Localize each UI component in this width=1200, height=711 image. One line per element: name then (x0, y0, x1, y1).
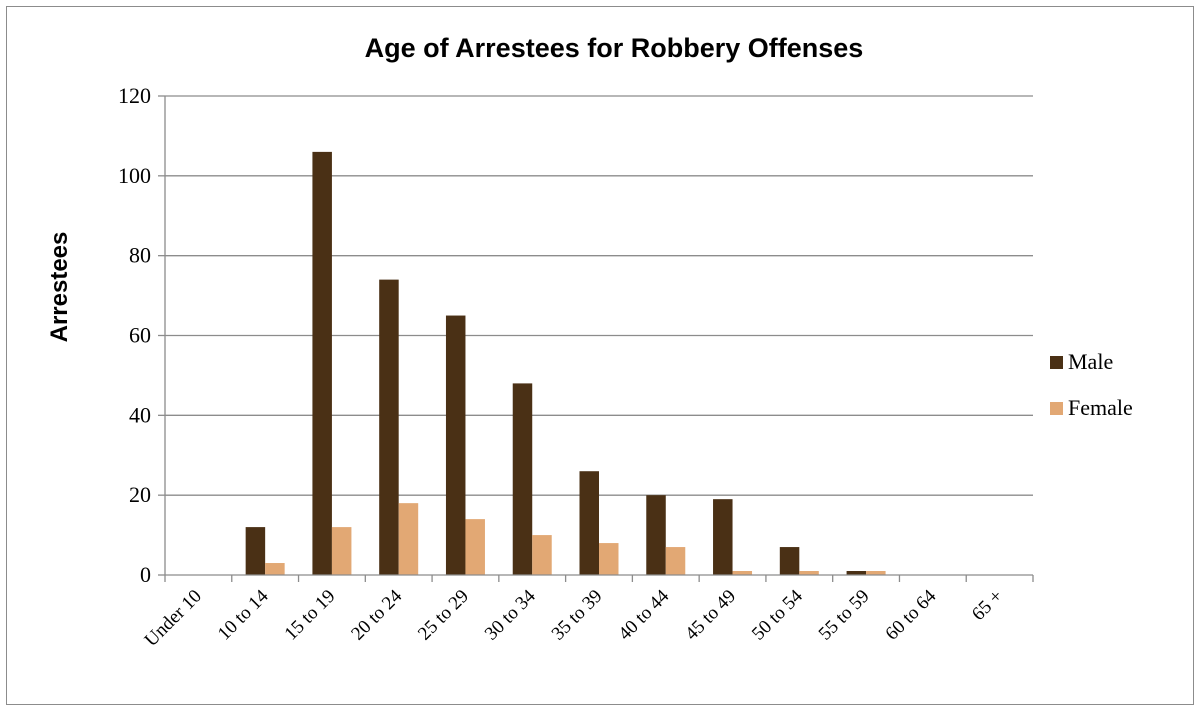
x-tick-label: 65 + (968, 586, 1007, 625)
y-tick-label: 80 (129, 243, 151, 268)
bars (245, 151, 886, 575)
legend-swatch-female (1050, 402, 1063, 415)
bar-female-30-to-34 (532, 535, 552, 575)
bar-female-35-to-39 (599, 543, 619, 575)
legend-swatch-male (1050, 356, 1063, 369)
bar-male-45-to-49 (713, 499, 733, 575)
x-tick-label: 35 to 39 (548, 586, 607, 645)
x-tick-label: 50 to 54 (748, 585, 807, 644)
x-tick-label: 55 to 59 (815, 586, 874, 645)
bar-male-40-to-44 (646, 495, 666, 575)
bar-male-55-to-59 (846, 571, 867, 575)
legend: Male Female (1050, 349, 1133, 420)
x-tick-label: 20 to 24 (347, 585, 406, 644)
y-tick-label: 60 (129, 323, 151, 348)
bar-female-45-to-49 (732, 571, 753, 575)
bar-female-25-to-29 (465, 519, 485, 575)
legend-label-female: Female (1068, 395, 1133, 420)
y-tick-label: 0 (140, 562, 151, 587)
x-tick-label: 60 to 64 (881, 585, 940, 644)
x-tick-label: 30 to 34 (481, 585, 540, 644)
bar-female-40-to-44 (665, 547, 686, 575)
bar-male-25-to-29 (445, 315, 466, 575)
x-tick-label: 10 to 14 (214, 585, 273, 644)
chart-title: Age of Arrestees for Robbery Offenses (365, 33, 864, 63)
bar-female-55-to-59 (866, 571, 886, 575)
y-tick-label: 120 (118, 83, 151, 108)
x-tick-label: Under 10 (141, 586, 206, 651)
chart-frame: Age of Arrestees for Robbery Offenses Ar… (6, 6, 1194, 705)
bar-male-30-to-34 (512, 383, 533, 575)
bar-chart: Age of Arrestees for Robbery Offenses Ar… (46, 33, 1133, 651)
gridlines (165, 95, 1033, 496)
bar-male-35-to-39 (579, 471, 599, 575)
x-tick-label: 40 to 44 (614, 585, 673, 644)
bar-female-20-to-24 (398, 503, 419, 575)
bar-male-15-to-19 (312, 151, 332, 575)
y-axis-label: Arrestees (46, 232, 73, 343)
y-tick-label: 100 (118, 163, 151, 188)
x-tick-label: 25 to 29 (414, 586, 473, 645)
bar-male-10-to-14 (245, 527, 266, 575)
bar-female-10-to-14 (265, 563, 285, 575)
bar-female-50-to-54 (799, 571, 819, 575)
bar-female-15-to-19 (331, 527, 352, 575)
x-tick-label: 15 to 19 (281, 586, 340, 645)
y-tick-label: 40 (129, 402, 151, 427)
bar-male-50-to-54 (779, 547, 800, 575)
legend-label-male: Male (1068, 349, 1113, 374)
x-tick-label: 45 to 49 (681, 586, 740, 645)
bar-male-20-to-24 (379, 279, 399, 575)
y-tick-label: 20 (129, 482, 151, 507)
